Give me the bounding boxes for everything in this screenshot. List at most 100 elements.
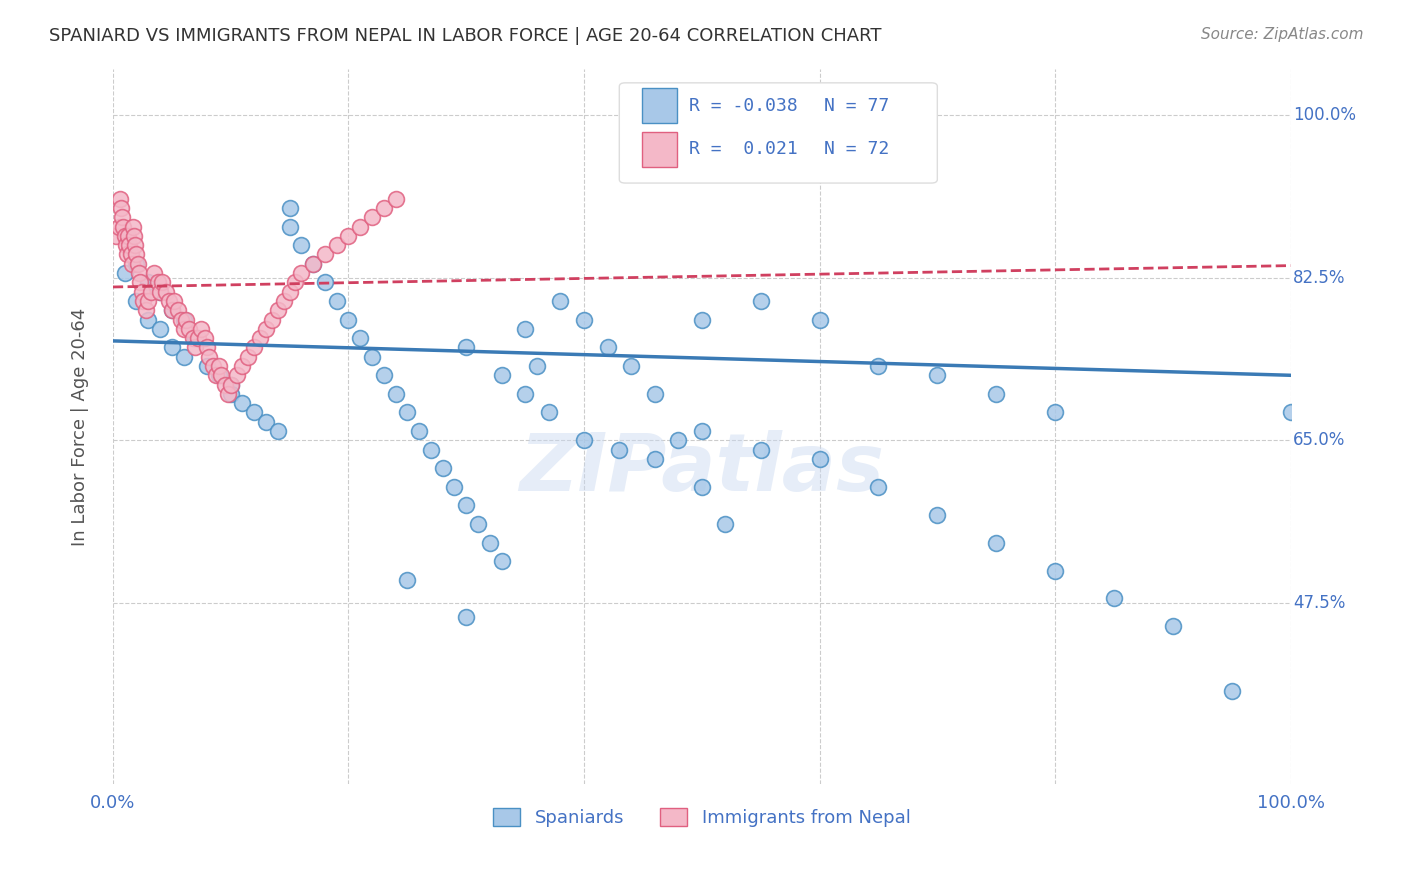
Point [136,293,159,308]
Point [361,211,384,225]
Point [184,340,207,354]
Point [572,312,595,326]
Point [314,276,336,290]
Point [644,387,666,401]
Point [550,293,572,308]
Point [173,312,195,326]
Point [117,228,139,243]
Point [139,285,162,299]
Point [491,368,513,383]
Text: R = -0.038: R = -0.038 [689,96,797,114]
Point [267,303,290,318]
Point [456,340,478,354]
Point [112,219,135,234]
Text: 47.5%: 47.5% [1294,594,1346,612]
Point [231,396,253,410]
Point [129,276,152,290]
FancyBboxPatch shape [619,83,938,183]
FancyBboxPatch shape [641,88,678,123]
Point [209,368,232,383]
Point [749,293,772,308]
Point [181,331,204,345]
Point [868,480,890,494]
Point [349,219,371,234]
Point [208,359,231,373]
Point [607,442,630,457]
Point [666,434,689,448]
FancyBboxPatch shape [641,132,678,167]
Point [243,340,266,354]
Y-axis label: In Labor Force | Age 20-64: In Labor Force | Age 20-64 [72,308,89,546]
Point [125,257,148,271]
Point [111,211,134,225]
Point [986,387,1008,401]
Point [127,257,149,271]
Point [135,303,157,318]
Point [1102,591,1125,606]
Point [201,359,224,373]
Point [260,312,283,326]
Point [219,377,242,392]
Point [254,415,277,429]
Point [217,387,239,401]
Point [927,368,949,383]
Point [114,266,136,280]
Point [214,377,236,392]
Point [115,247,138,261]
Text: N = 77: N = 77 [824,96,890,114]
Point [105,228,128,243]
Point [194,331,217,345]
Point [205,368,228,383]
Point [1220,684,1243,698]
Text: Source: ZipAtlas.com: Source: ZipAtlas.com [1201,27,1364,42]
Point [513,387,536,401]
Point [131,285,153,299]
Point [278,219,301,234]
Point [373,368,395,383]
Point [1043,405,1066,419]
Point [572,434,595,448]
Point [179,322,201,336]
Point [149,285,172,299]
Point [190,322,212,336]
Point [114,238,136,252]
Point [408,424,430,438]
Point [195,359,218,373]
Point [478,535,501,549]
Point [122,219,145,234]
Point [325,293,347,308]
Point [146,276,169,290]
Point [160,303,183,318]
Point [537,405,560,419]
Point [219,377,242,392]
Point [396,405,419,419]
Point [219,387,242,401]
Legend: Spaniards, Immigrants from Nepal: Spaniards, Immigrants from Nepal [485,801,918,834]
Text: SPANIARD VS IMMIGRANTS FROM NEPAL IN LABOR FORCE | AGE 20-64 CORRELATION CHART: SPANIARD VS IMMIGRANTS FROM NEPAL IN LAB… [49,27,882,45]
Point [620,359,643,373]
Point [124,238,146,252]
Point [163,293,186,308]
Point [166,303,188,318]
Point [1043,564,1066,578]
Point [267,424,290,438]
Point [273,293,295,308]
Point [249,331,271,345]
Point [149,285,172,299]
Point [927,508,949,522]
Point [121,257,143,271]
Point [302,257,325,271]
Point [238,350,260,364]
Point [644,452,666,467]
Text: R =  0.021: R = 0.021 [689,140,797,159]
Point [373,201,395,215]
Point [337,228,360,243]
Point [384,387,406,401]
Point [136,276,159,290]
Text: 65.0%: 65.0% [1294,432,1346,450]
Point [690,312,713,326]
Point [160,340,183,354]
Point [1279,405,1302,419]
Point [278,285,301,299]
Point [155,285,177,299]
